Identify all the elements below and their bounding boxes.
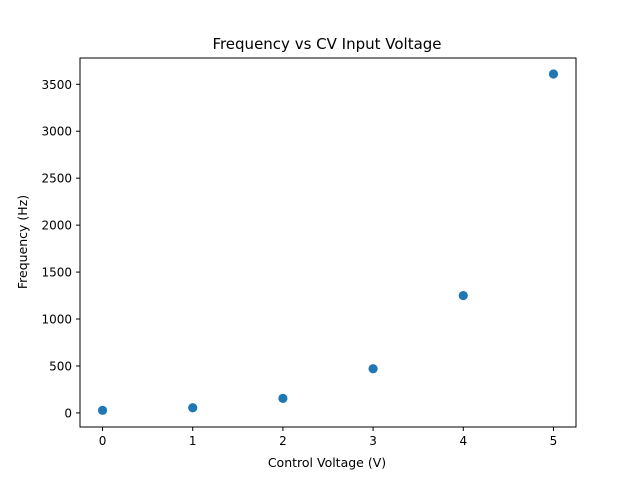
data-point	[97, 405, 108, 415]
y-tick-label: 1500	[41, 266, 72, 280]
axes-frame	[79, 57, 577, 428]
y-tick-label: 3500	[41, 78, 72, 92]
x-tick-label: 1	[189, 434, 197, 448]
data-point	[458, 290, 468, 301]
y-tick-label: 3000	[41, 125, 72, 139]
data-point	[368, 364, 378, 374]
x-tick-label: 0	[99, 434, 107, 448]
data-point	[278, 393, 288, 403]
x-tick-label: 4	[459, 434, 467, 448]
data-point	[188, 403, 198, 413]
x-tick-label: 3	[369, 434, 377, 448]
y-axis-label: Frequency (Hz)	[15, 195, 30, 289]
x-axis-label: Control Voltage (V)	[268, 455, 386, 470]
x-tick-label: 5	[550, 434, 558, 448]
plot-area: 0 1 2 3 4 5 0 500 1000 1500 2000 2500 3000 3500	[41, 57, 577, 448]
chart-title: Frequency vs CV Input Voltage	[212, 35, 441, 53]
y-tick-label: 2000	[41, 219, 72, 233]
y-tick-label: 500	[49, 359, 72, 373]
y-tick-label: 0	[64, 406, 72, 420]
y-tick-label: 2500	[41, 172, 72, 186]
x-tick-label: 2	[279, 434, 287, 448]
data-point	[548, 69, 559, 79]
y-tick-label: 1000	[41, 313, 72, 327]
